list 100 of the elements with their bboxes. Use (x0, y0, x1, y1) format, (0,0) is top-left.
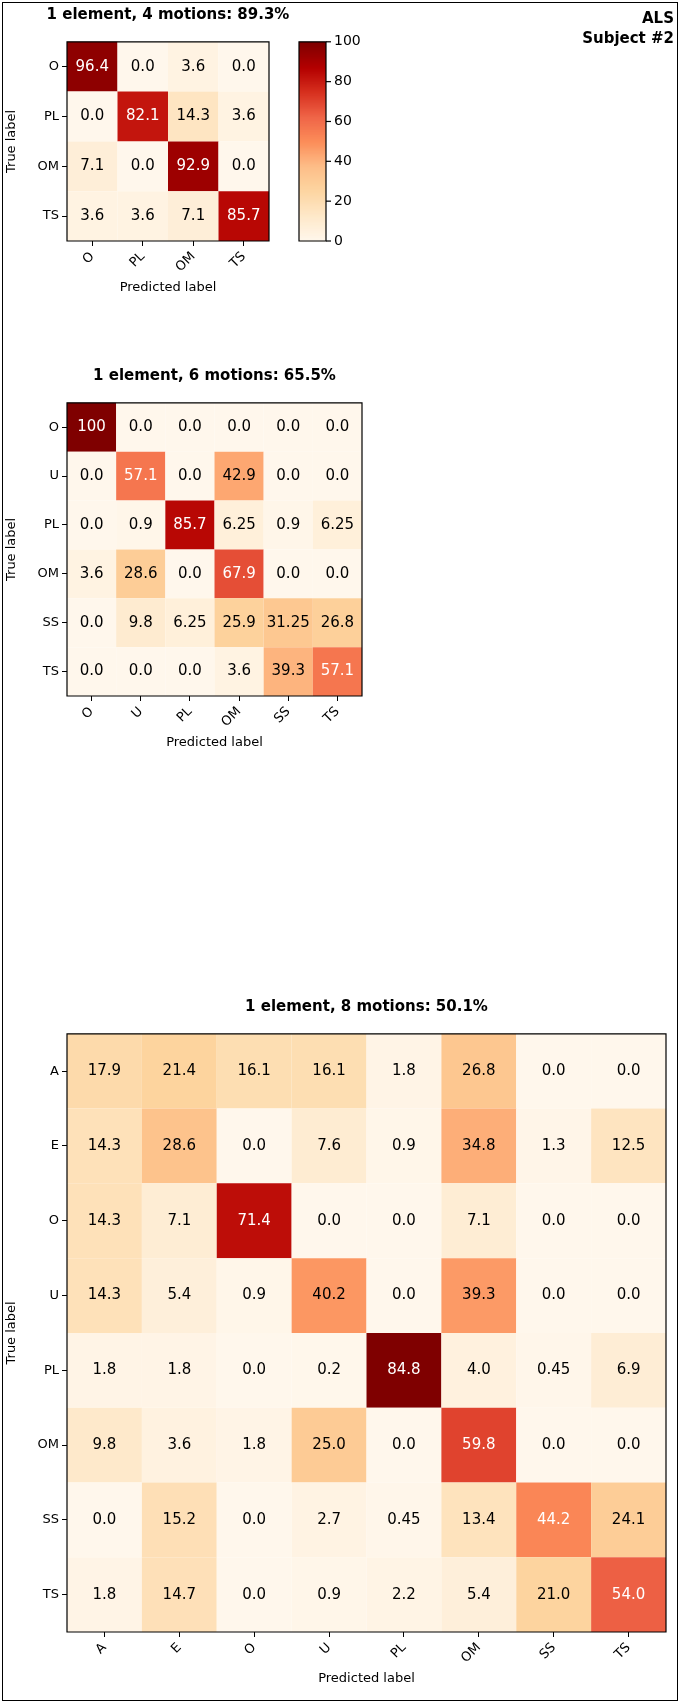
data-label: 0.0 (92, 1509, 117, 1528)
data-label: 12.5 (611, 1135, 646, 1154)
x-tick-label: SS (535, 1639, 559, 1662)
data-label: 57.1 (124, 465, 158, 484)
data-label: 0.0 (177, 465, 202, 484)
data-label: 0.0 (242, 1584, 267, 1603)
data-label: 39.3 (462, 1285, 496, 1304)
data-label: 0.0 (242, 1360, 267, 1379)
data-label: 0.9 (128, 514, 153, 533)
data-label: 26.8 (320, 612, 355, 631)
data-label: 0.0 (177, 661, 202, 680)
data-label: 16.1 (237, 1061, 271, 1080)
data-label: 7.1 (181, 205, 206, 224)
data-label: 25.0 (312, 1434, 346, 1453)
data-label: 13.4 (462, 1509, 496, 1528)
data-label: 3.6 (79, 563, 104, 582)
y-tick-label: E (50, 1137, 59, 1153)
color-bar-label: 80 (334, 72, 352, 89)
data-label: 17.9 (87, 1061, 122, 1080)
y-tick-label: TS (41, 662, 59, 678)
x-tick-label: TS (225, 248, 249, 272)
x-tick-label: E (167, 1639, 184, 1656)
data-label: 44.2 (536, 1509, 571, 1528)
color-bar-label: 40 (334, 151, 352, 168)
data-label: 0.0 (276, 563, 301, 582)
data-label: 0.0 (128, 417, 153, 436)
data-label: 14.3 (87, 1135, 122, 1154)
data-label: 26.8 (462, 1061, 496, 1080)
data-label: 0.0 (130, 156, 155, 175)
data-label: 0.2 (317, 1360, 341, 1379)
x-axis-title: Predicted label (166, 733, 263, 749)
x-tick-label: U (127, 703, 146, 721)
y-tick-label: SS (42, 1511, 59, 1527)
data-label: 0.0 (541, 1210, 566, 1229)
data-label: 21.0 (536, 1584, 571, 1603)
data-label: 28.6 (162, 1135, 197, 1154)
y-axis-title: True label (3, 109, 19, 174)
data-label: 0.0 (128, 661, 153, 680)
data-label: 0.0 (130, 56, 155, 75)
data-label: 57.1 (320, 661, 355, 680)
data-label: 0.0 (392, 1210, 416, 1229)
y-tick-label: TS (41, 207, 59, 223)
data-label: 0.0 (616, 1210, 641, 1229)
data-label: 39.3 (271, 661, 305, 680)
y-tick-label: OM (37, 1436, 59, 1452)
data-label: 71.4 (237, 1210, 271, 1229)
color-bar-label: 100 (334, 32, 361, 49)
data-label: 7.1 (80, 156, 105, 175)
data-label: 24.1 (611, 1509, 646, 1528)
y-tick-label: O (48, 418, 59, 434)
data-label: 14.3 (176, 106, 210, 125)
data-label: 3.6 (130, 205, 155, 224)
x-tick-label: PL (173, 702, 195, 725)
data-label: 0.0 (79, 465, 104, 484)
data-label: 0.0 (392, 1285, 416, 1304)
y-tick-label: PL (43, 1361, 60, 1377)
data-label: 54.0 (611, 1584, 646, 1603)
data-label: 0.0 (541, 1285, 566, 1304)
data-label: 31.25 (266, 612, 310, 631)
data-label: 84.8 (387, 1360, 421, 1379)
text: ALS Subject #2 (582, 8, 674, 48)
data-label: 6.25 (173, 612, 207, 631)
data-label: 0.0 (276, 417, 301, 436)
data-label: 28.6 (124, 563, 158, 582)
data-label: 3.6 (181, 56, 206, 75)
data-label: 0.9 (317, 1584, 341, 1603)
data-label: 2.7 (317, 1509, 341, 1528)
data-label: 7.1 (167, 1210, 192, 1229)
data-label: 2.2 (392, 1584, 416, 1603)
data-label: 0.9 (392, 1135, 416, 1154)
data-label: 9.8 (92, 1434, 117, 1453)
y-tick-label: OM (37, 565, 59, 581)
data-label: 1.8 (392, 1061, 416, 1080)
data-label: 0.9 (276, 514, 301, 533)
x-tick-label: OM (457, 1639, 484, 1666)
data-label: 16.1 (312, 1061, 346, 1080)
data-label: 0.0 (231, 56, 256, 75)
data-label: 59.8 (462, 1434, 496, 1453)
data-label: 15.2 (162, 1509, 197, 1528)
y-tick-label: O (48, 1212, 59, 1228)
x-tick-label: TS (610, 1639, 634, 1663)
data-label: 0.0 (325, 417, 350, 436)
data-label: 7.1 (466, 1210, 491, 1229)
data-label: 0.0 (317, 1210, 341, 1229)
data-label: 4.0 (466, 1360, 491, 1379)
y-tick-label: U (49, 467, 59, 483)
data-label: 1.8 (92, 1584, 117, 1603)
data-label: 14.3 (87, 1285, 122, 1304)
data-label: 25.9 (222, 612, 256, 631)
data-label: 42.9 (222, 465, 256, 484)
x-axis-title: Predicted label (119, 278, 217, 294)
y-tick-label: O (48, 58, 59, 74)
data-label: 0.0 (79, 612, 104, 631)
x-axis-title: Predicted label (318, 1669, 415, 1685)
y-tick-label: TS (41, 1585, 59, 1601)
data-label: 85.7 (227, 205, 261, 224)
data-label: 92.9 (176, 156, 210, 175)
data-label: 6.25 (222, 514, 256, 533)
data-label: 0.0 (541, 1061, 566, 1080)
data-label: 6.25 (320, 514, 355, 533)
